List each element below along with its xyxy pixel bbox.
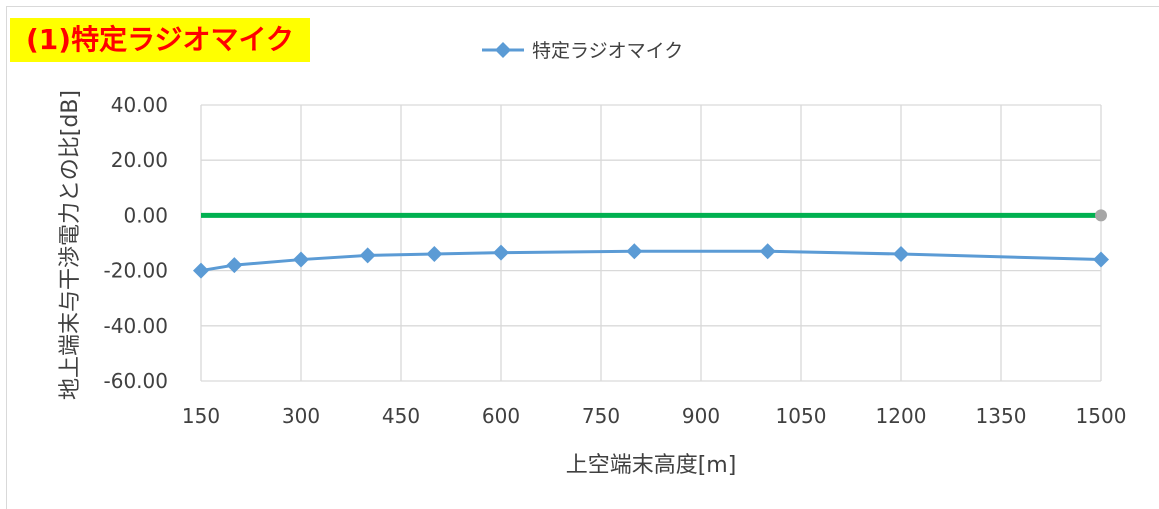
data-point-marker [493, 244, 509, 261]
reference-line [201, 209, 1107, 222]
data-point-marker [226, 257, 243, 274]
x-tick-label: 450 [382, 404, 420, 428]
x-tick-label: 600 [482, 404, 520, 428]
data-point-marker [893, 246, 909, 263]
series-line [200, 249, 1102, 273]
data-point-marker [359, 247, 376, 264]
x-tick-label: 1050 [776, 404, 827, 428]
y-axis-label: 地上端末与干渉電力との比[dB] [58, 90, 83, 400]
x-tick-label: 1350 [976, 404, 1027, 428]
y-tick-label: 40.00 [111, 93, 168, 117]
x-tick-label: 300 [282, 404, 320, 428]
y-tick-label: -20.00 [104, 259, 168, 283]
reference-end-marker [1095, 209, 1107, 222]
legend: 特定ラジオマイク [482, 40, 683, 62]
x-tick-label: 1500 [1076, 404, 1127, 428]
legend-label: 特定ラジオマイク [532, 40, 683, 62]
data-point-marker [1093, 251, 1109, 268]
series-layer [193, 243, 1109, 279]
y-axis-ticks: 40.00 20.00 0.00 -20.00 -40.00 -60.00 [104, 93, 168, 393]
data-point-marker [426, 246, 443, 263]
x-tick-label: 750 [582, 404, 620, 428]
y-tick-label: 20.00 [111, 148, 168, 172]
grid-lines [200, 104, 1102, 382]
data-point-marker [293, 251, 309, 268]
y-tick-label: -40.00 [104, 314, 168, 338]
legend-marker [495, 42, 511, 58]
x-tick-label: 150 [182, 404, 220, 428]
data-point-marker [193, 262, 209, 279]
x-tick-label: 900 [682, 404, 720, 428]
x-axis-ticks: 150 300 450 600 750 900 1050 1200 1350 1500 [182, 404, 1127, 428]
chart-title-badge: (1)特定ラジオマイク [10, 18, 310, 62]
y-tick-label: -60.00 [104, 369, 168, 393]
data-point-marker [626, 243, 643, 260]
y-tick-label: 0.00 [123, 203, 168, 227]
x-tick-label: 1200 [876, 404, 927, 428]
data-point-marker [759, 243, 776, 260]
x-axis-label: 上空端末高度[m] [566, 453, 737, 478]
chart-frame [6, 6, 1159, 509]
